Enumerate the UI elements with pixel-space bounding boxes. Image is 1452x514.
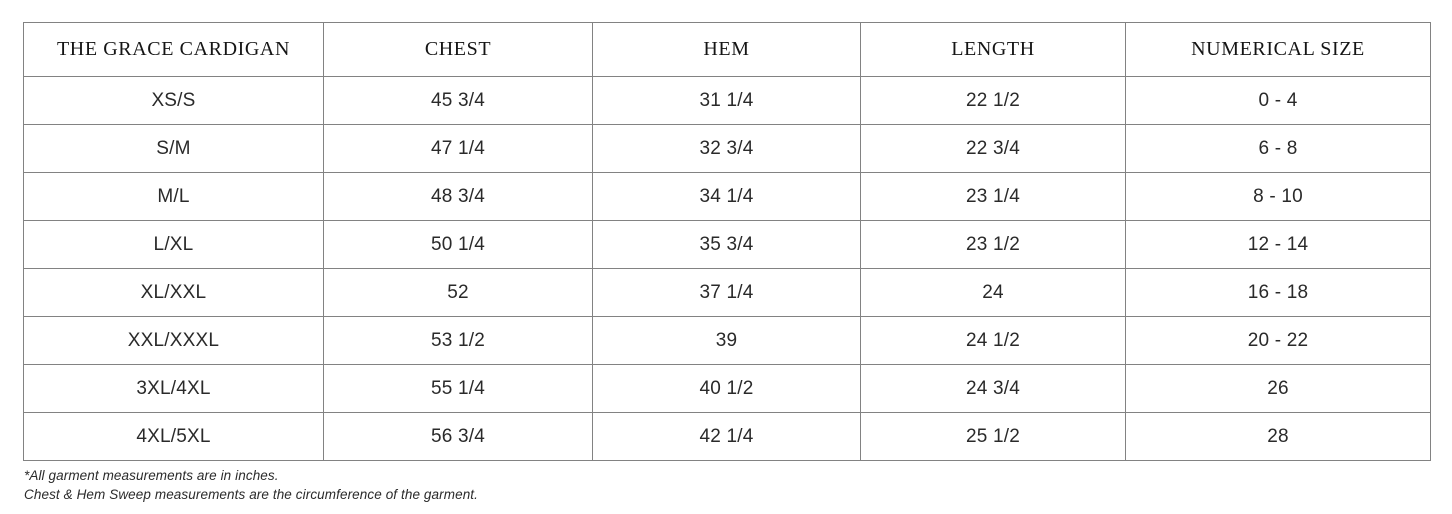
table-row: M/L 48 3/4 34 1/4 23 1/4 8 - 10 — [23, 172, 1431, 221]
cell-numerical-size: 26 — [1125, 364, 1431, 413]
cell-numerical-size: 6 - 8 — [1125, 124, 1431, 173]
table-row: XXL/XXXL 53 1/2 39 24 1/2 20 - 22 — [23, 316, 1431, 365]
cell-numerical-size: 0 - 4 — [1125, 76, 1431, 125]
cell-hem: 40 1/2 — [592, 364, 861, 413]
size-table-header: THE GRACE CARDIGAN CHEST HEM LENGTH NUME… — [23, 22, 1431, 77]
size-table-body: XS/S 45 3/4 31 1/4 22 1/2 0 - 4 S/M 47 1… — [23, 76, 1431, 461]
cell-length: 22 3/4 — [860, 124, 1126, 173]
header-hem: HEM — [592, 22, 861, 77]
cell-length: 25 1/2 — [860, 412, 1126, 461]
table-row: 3XL/4XL 55 1/4 40 1/2 24 3/4 26 — [23, 364, 1431, 413]
table-row: XS/S 45 3/4 31 1/4 22 1/2 0 - 4 — [23, 76, 1431, 125]
footnotes: *All garment measurements are in inches.… — [24, 466, 478, 504]
header-length: LENGTH — [860, 22, 1126, 77]
cell-hem: 37 1/4 — [592, 268, 861, 317]
header-chest: CHEST — [323, 22, 593, 77]
cell-length: 24 1/2 — [860, 316, 1126, 365]
cell-numerical-size: 28 — [1125, 412, 1431, 461]
cell-hem: 34 1/4 — [592, 172, 861, 221]
cell-numerical-size: 12 - 14 — [1125, 220, 1431, 269]
header-product-name: THE GRACE CARDIGAN — [23, 22, 324, 77]
footnote-circumference: Chest & Hem Sweep measurements are the c… — [24, 487, 479, 502]
cell-hem: 39 — [592, 316, 861, 365]
cell-chest: 53 1/2 — [323, 316, 593, 365]
cell-hem: 32 3/4 — [592, 124, 861, 173]
cell-size-label: XL/XXL — [23, 268, 324, 317]
cell-length: 24 — [860, 268, 1126, 317]
cell-hem: 35 3/4 — [592, 220, 861, 269]
table-row: S/M 47 1/4 32 3/4 22 3/4 6 - 8 — [23, 124, 1431, 173]
cell-size-label: XS/S — [23, 76, 324, 125]
cell-length: 22 1/2 — [860, 76, 1126, 125]
header-numerical-size: NUMERICAL SIZE — [1125, 22, 1431, 77]
cell-chest: 52 — [323, 268, 593, 317]
cell-hem: 31 1/4 — [592, 76, 861, 125]
cell-length: 24 3/4 — [860, 364, 1126, 413]
cell-hem: 42 1/4 — [592, 412, 861, 461]
cell-chest: 50 1/4 — [323, 220, 593, 269]
cell-size-label: M/L — [23, 172, 324, 221]
size-chart-table: THE GRACE CARDIGAN CHEST HEM LENGTH NUME… — [23, 22, 1431, 461]
cell-size-label: XXL/XXXL — [23, 316, 324, 365]
cell-length: 23 1/2 — [860, 220, 1126, 269]
header-row: THE GRACE CARDIGAN CHEST HEM LENGTH NUME… — [23, 22, 1431, 77]
cell-size-label: L/XL — [23, 220, 324, 269]
cell-chest: 47 1/4 — [323, 124, 593, 173]
table-row: 4XL/5XL 56 3/4 42 1/4 25 1/2 28 — [23, 412, 1431, 461]
footnote-units: *All garment measurements are in inches. — [24, 468, 279, 483]
cell-length: 23 1/4 — [860, 172, 1126, 221]
cell-numerical-size: 20 - 22 — [1125, 316, 1431, 365]
cell-numerical-size: 8 - 10 — [1125, 172, 1431, 221]
table-row: XL/XXL 52 37 1/4 24 16 - 18 — [23, 268, 1431, 317]
cell-size-label: 4XL/5XL — [23, 412, 324, 461]
cell-chest: 45 3/4 — [323, 76, 593, 125]
cell-chest: 48 3/4 — [323, 172, 593, 221]
cell-chest: 55 1/4 — [323, 364, 593, 413]
cell-size-label: S/M — [23, 124, 324, 173]
cell-chest: 56 3/4 — [323, 412, 593, 461]
cell-numerical-size: 16 - 18 — [1125, 268, 1431, 317]
cell-size-label: 3XL/4XL — [23, 364, 324, 413]
table-row: L/XL 50 1/4 35 3/4 23 1/2 12 - 14 — [23, 220, 1431, 269]
